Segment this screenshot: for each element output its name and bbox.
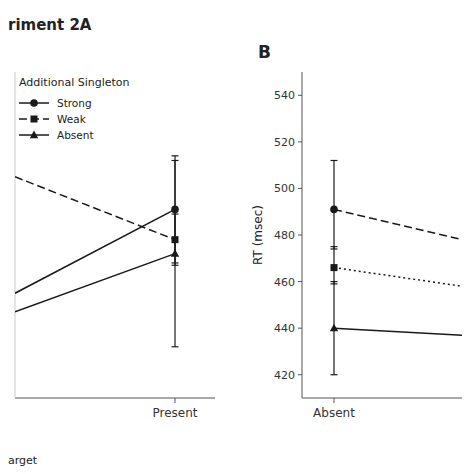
error-cap bbox=[172, 155, 179, 156]
series-marker bbox=[330, 324, 338, 332]
series-line bbox=[15, 209, 175, 293]
y-axis-line bbox=[15, 72, 16, 398]
x-tick-label: Absent bbox=[313, 406, 355, 420]
series-line bbox=[334, 328, 462, 335]
series-line bbox=[15, 177, 175, 240]
legend-label: Strong bbox=[57, 97, 92, 109]
legend-label: Absent bbox=[57, 129, 94, 141]
panel: riment 2A Present Additional Singleton Stro… bbox=[8, 16, 215, 467]
legend-label: Weak bbox=[57, 113, 87, 125]
chart-svg: riment 2A Present Additional Singleton Stro… bbox=[0, 0, 474, 474]
y-tick-label: 520 bbox=[274, 136, 295, 149]
error-cap bbox=[331, 246, 338, 247]
y-tick bbox=[298, 141, 302, 142]
legend: Additional Singleton Strong Weak Absent bbox=[19, 76, 130, 141]
series-line bbox=[334, 268, 462, 287]
x-axis-line bbox=[15, 398, 215, 399]
series-marker bbox=[331, 264, 338, 271]
x-tick bbox=[175, 398, 176, 403]
y-tick bbox=[298, 374, 302, 375]
y-tick bbox=[298, 328, 302, 329]
series-marker bbox=[330, 206, 338, 214]
annotation: arget bbox=[8, 454, 38, 467]
y-tick-label: 540 bbox=[274, 89, 295, 102]
series-line bbox=[15, 254, 175, 312]
error-bar bbox=[172, 160, 179, 346]
y-tick-label: 480 bbox=[274, 229, 295, 242]
series-line bbox=[334, 209, 462, 239]
y-tick-label: 440 bbox=[274, 322, 295, 335]
plot-area bbox=[15, 156, 179, 347]
error-cap bbox=[331, 160, 338, 161]
error-bar bbox=[331, 247, 338, 284]
error-cap bbox=[172, 160, 179, 161]
legend-title: Additional Singleton bbox=[19, 76, 130, 89]
y-tick bbox=[298, 235, 302, 236]
panel: B Absent 420 440 460 480 500 520 540 RT (msec) bbox=[251, 42, 462, 420]
y-tick bbox=[298, 281, 302, 282]
panel-title: riment 2A bbox=[8, 16, 92, 34]
error-cap bbox=[331, 281, 338, 282]
error-bar bbox=[331, 160, 338, 248]
series-marker bbox=[171, 249, 179, 257]
page: {"chart_data": [ {"type": "line", "title… bbox=[0, 0, 474, 474]
plot-area bbox=[330, 160, 462, 374]
x-tick-label: Present bbox=[152, 406, 197, 420]
legend-marker bbox=[30, 131, 38, 139]
y-tick-label: 500 bbox=[274, 182, 295, 195]
error-cap bbox=[331, 374, 338, 375]
panel-title: B bbox=[258, 42, 271, 62]
x-tick bbox=[334, 398, 335, 403]
legend-marker bbox=[30, 99, 38, 107]
x-axis-line bbox=[302, 398, 462, 399]
y-tick bbox=[298, 95, 302, 96]
error-cap bbox=[172, 346, 179, 347]
y-tick-label: 420 bbox=[274, 369, 295, 382]
error-stem bbox=[333, 160, 334, 248]
error-bar bbox=[331, 282, 338, 375]
y-tick bbox=[298, 188, 302, 189]
legend-marker bbox=[31, 116, 38, 123]
y-tick-label: 460 bbox=[274, 276, 295, 289]
y-axis-label: RT (msec) bbox=[251, 205, 265, 265]
